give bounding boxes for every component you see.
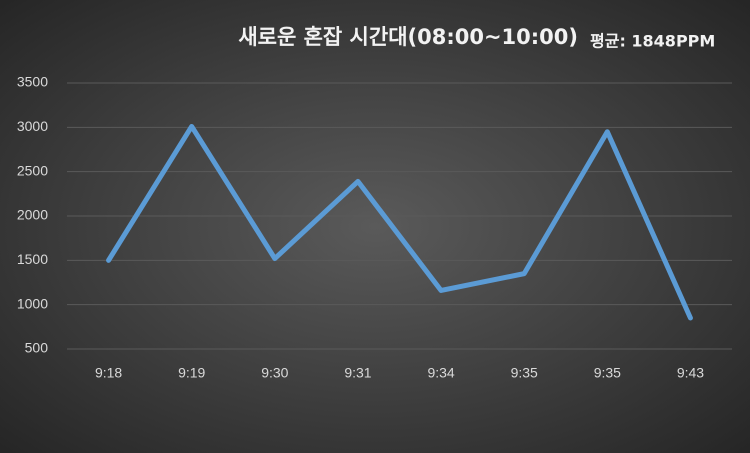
y-tick-label: 1500 [17, 251, 48, 267]
chart-subtitle: 평균: 1848PPM [590, 32, 715, 51]
x-tick-label: 9:30 [261, 365, 288, 381]
x-tick-label: 9:19 [178, 365, 205, 381]
x-tick-label: 9:18 [95, 365, 122, 381]
x-tick-label: 9:35 [511, 365, 538, 381]
chart-title: 새로운 혼잡 시간대(08:00~10:00) [238, 25, 578, 49]
x-tick-label: 9:43 [677, 365, 704, 381]
y-tick-label: 1000 [17, 295, 48, 311]
y-tick-label: 2500 [17, 162, 48, 178]
x-tick-label: 9:35 [594, 365, 621, 381]
data-line [106, 123, 693, 321]
y-tick-label: 3500 [17, 74, 48, 90]
y-tick-label: 500 [25, 340, 49, 356]
y-tick-label: 2000 [17, 207, 48, 223]
x-tick-label: 9:34 [427, 365, 454, 381]
y-tick-label: 3000 [17, 118, 48, 134]
x-tick-label: 9:31 [344, 365, 371, 381]
